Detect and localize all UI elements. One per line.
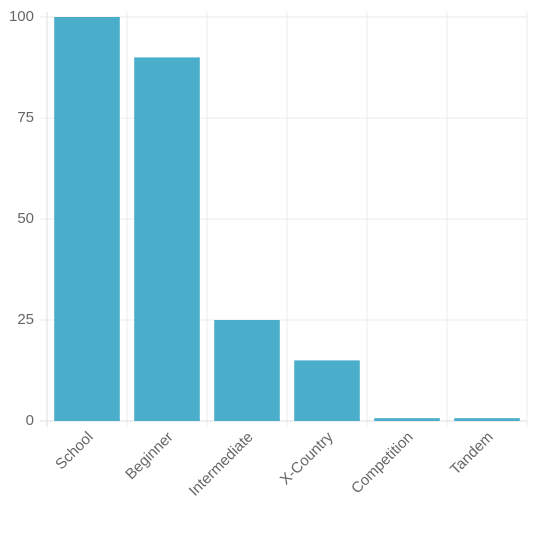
y-tick-label: 75 (17, 109, 34, 126)
x-tick-label: Tandem (447, 429, 497, 479)
x-tick-label: X-Country (277, 428, 337, 488)
y-tick-label: 0 (26, 412, 34, 429)
bar (374, 418, 440, 421)
x-tick-label: Beginner (122, 429, 176, 483)
y-tick-label: 25 (17, 311, 34, 328)
bar (54, 17, 120, 421)
x-tick-label: School (52, 429, 96, 473)
bar (214, 320, 280, 421)
bar (294, 360, 360, 421)
y-tick-label: 50 (17, 210, 34, 227)
bar (134, 57, 200, 422)
x-tick-label: Competition (348, 429, 417, 498)
bar (454, 418, 520, 421)
y-tick-label: 100 (9, 8, 34, 25)
x-tick-label: Intermediate (186, 429, 257, 500)
